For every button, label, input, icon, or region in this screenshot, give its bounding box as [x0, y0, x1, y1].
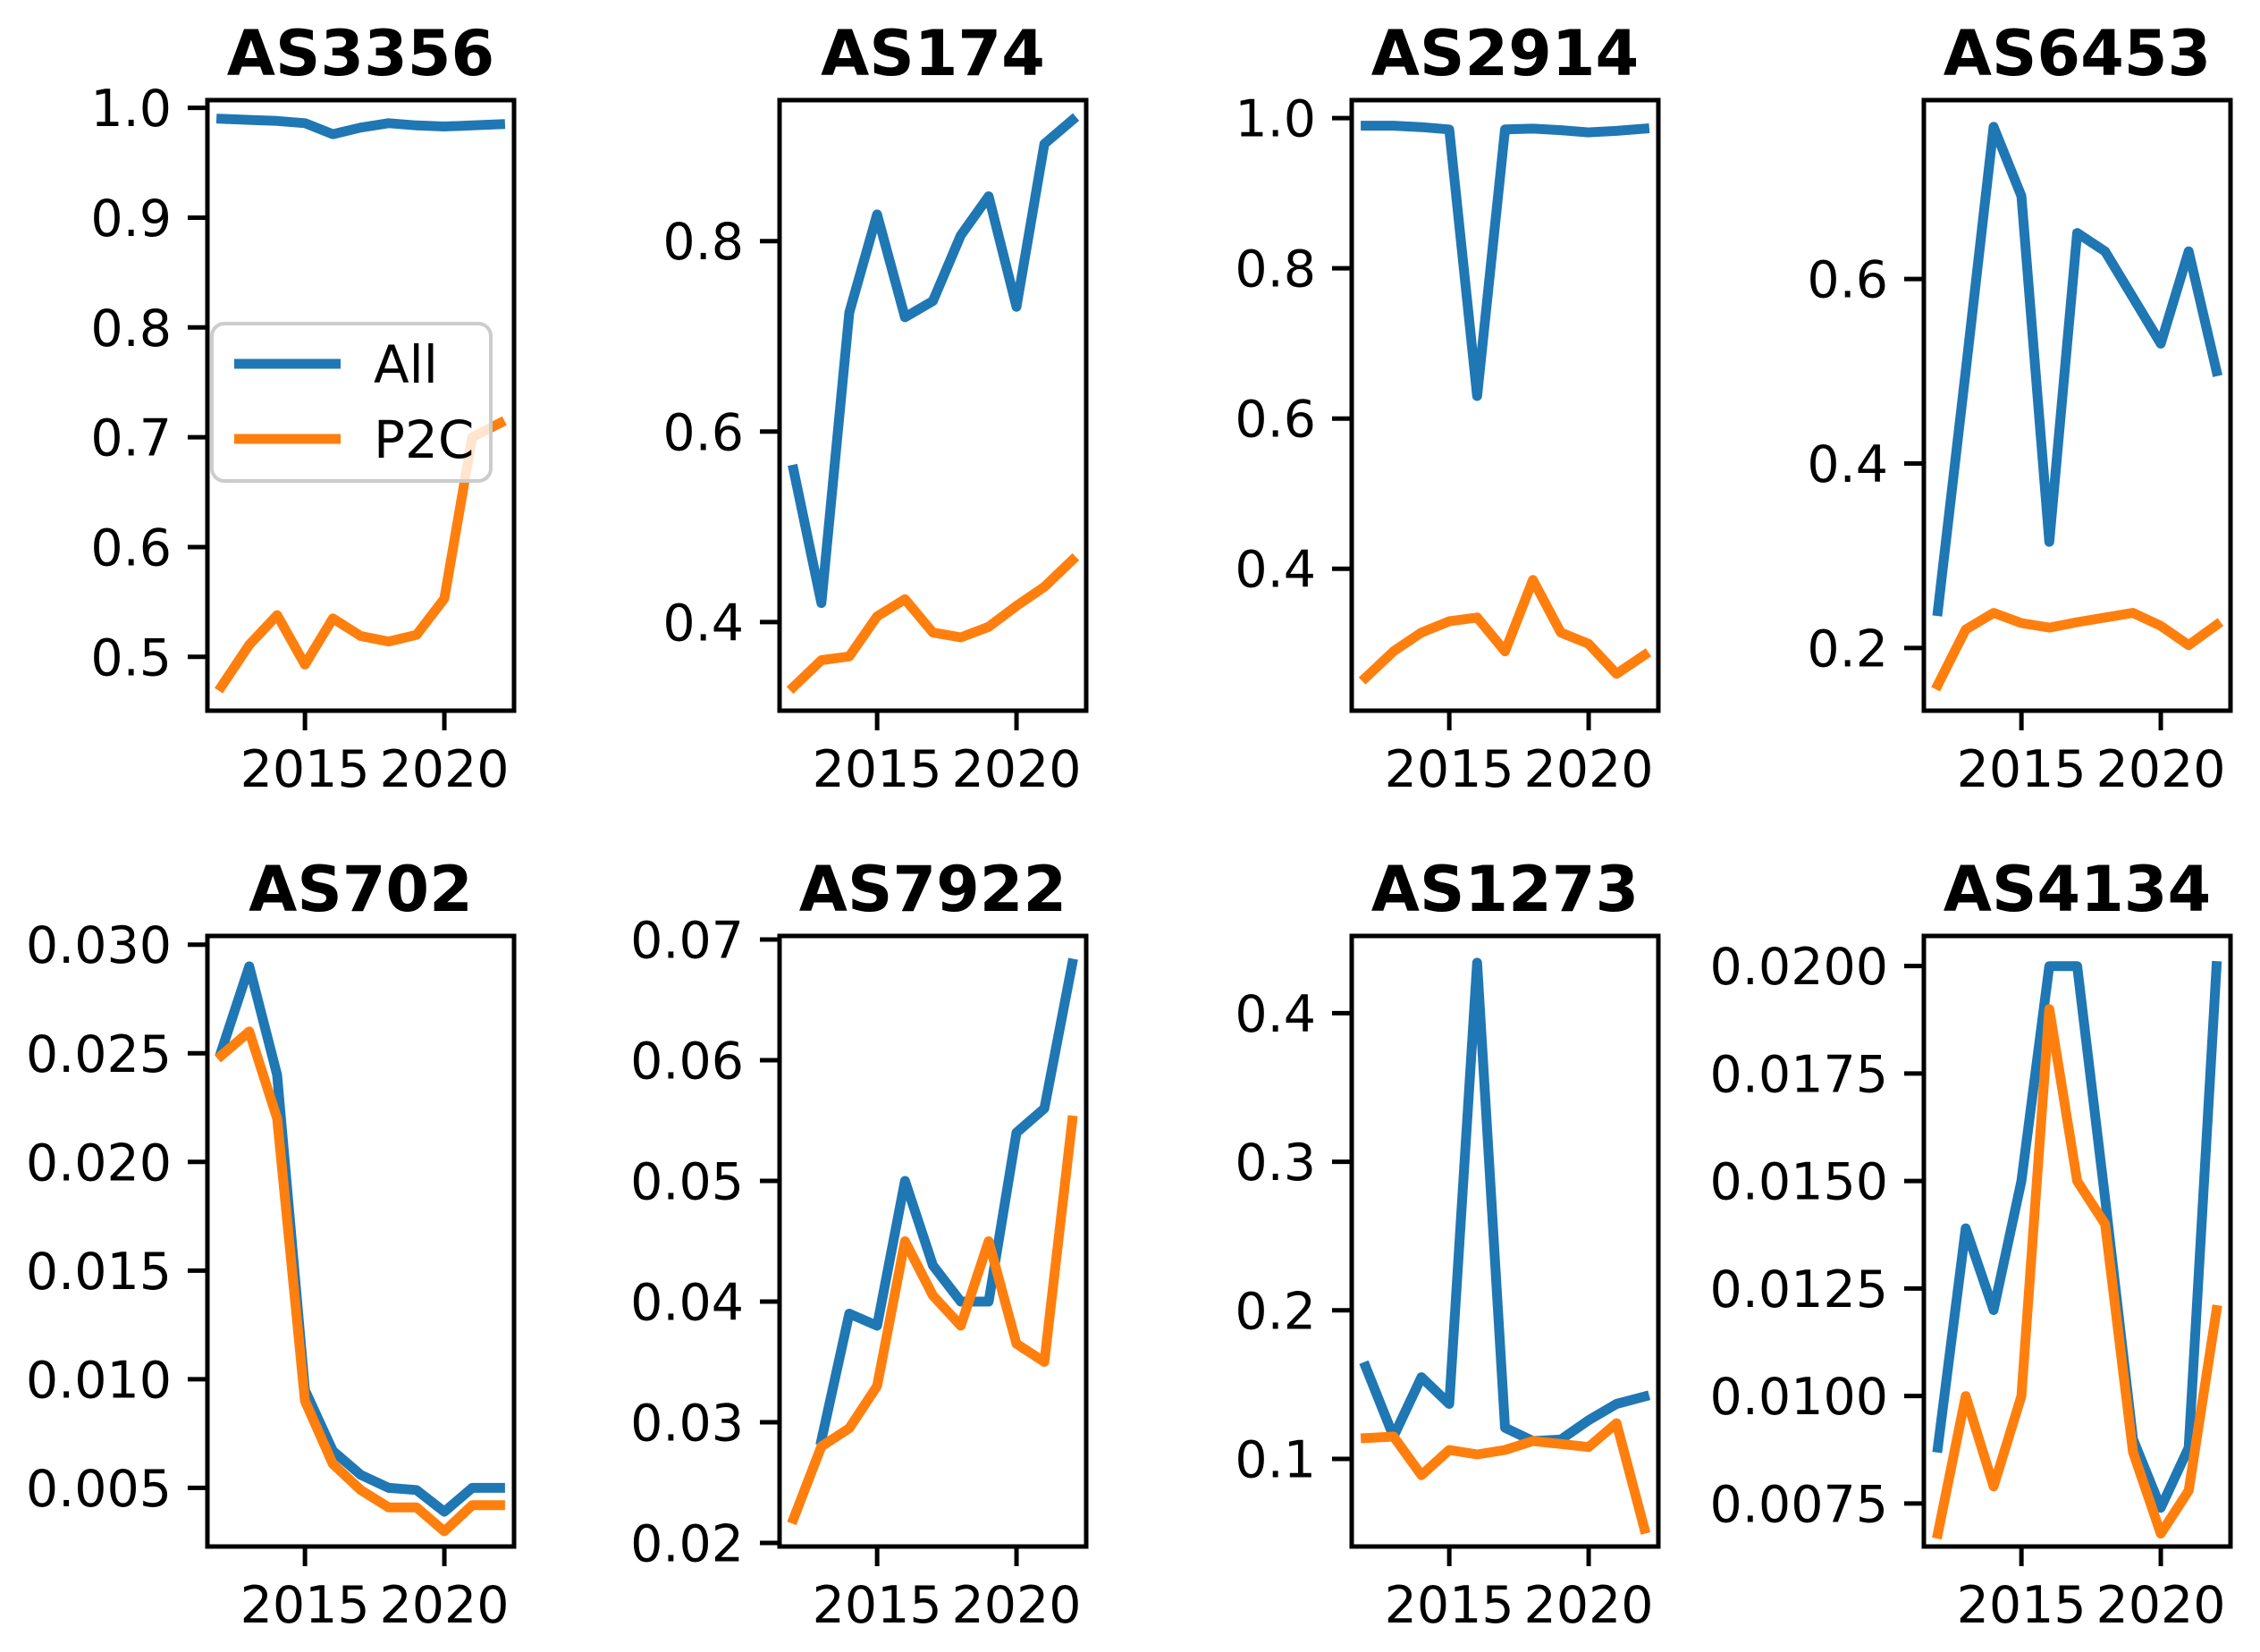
y-tick-label: 0.05: [630, 1153, 744, 1212]
y-tick-label: 0.005: [26, 1460, 172, 1519]
plot-title-as4134: AS4134: [1944, 853, 2211, 926]
y-tick-label: 0.025: [26, 1025, 172, 1084]
y-tick-label: 1.0: [1235, 90, 1316, 149]
line-all: [1361, 121, 1650, 401]
y-tick-label: 0.4: [662, 594, 744, 653]
plot-title-as702: AS702: [249, 853, 473, 926]
y-tick-label: 0.0075: [1710, 1475, 1888, 1534]
y-tick-label: 0.6: [1235, 391, 1316, 450]
y-tick-label: 1.0: [90, 80, 172, 139]
line-p2c: [1932, 1004, 2222, 1540]
subplot-as702: 0.030 0.025 0.020 0.015 0.010 0.005 2015 2020 AS…: [26, 853, 517, 1635]
y-tick-label: 0.06: [630, 1032, 744, 1092]
plot-title-as1273: AS1273: [1371, 853, 1639, 926]
line-all: [1932, 960, 2222, 1513]
y-tick-label: 0.8: [662, 213, 744, 272]
subplot-as6453: 0.6 0.4 0.2 2015 2020 AS6453: [1807, 17, 2233, 799]
axes-spines: [1921, 933, 2233, 1549]
y-tick-label: 0.8: [1235, 240, 1316, 299]
axes-spines: [1349, 97, 1661, 713]
axes-spines: [205, 97, 517, 713]
y-tick-label: 0.0150: [1710, 1153, 1888, 1212]
y-tick-label: 0.0200: [1710, 938, 1888, 997]
plot-title-as3356: AS3356: [227, 17, 494, 90]
y-tick-label: 0.010: [26, 1351, 172, 1410]
x-tick-label: 2020: [952, 1576, 1082, 1635]
line-p2c: [1931, 608, 2224, 692]
line-p2c: [214, 1026, 505, 1537]
x-tick-label: 2020: [2096, 1576, 2226, 1635]
line-all: [1359, 957, 1651, 1446]
line-all: [215, 114, 506, 139]
subplot-as7922: 0.07 0.06 0.05 0.04 0.03 0.02 2015 2020 AS7922: [630, 853, 1089, 1635]
x-tick-label: 2015: [1385, 740, 1514, 799]
axes-spines: [777, 97, 1089, 713]
plot-title-as174: AS174: [821, 17, 1045, 90]
y-tick-label: 0.0175: [1710, 1045, 1888, 1104]
x-tick-label: 2015: [813, 1576, 942, 1635]
line-p2c: [1360, 1418, 1651, 1535]
x-tick-label: 2020: [1524, 1576, 1654, 1635]
plot-title-as6453: AS6453: [1944, 17, 2211, 90]
y-tick-label: 0.0125: [1710, 1260, 1888, 1319]
y-tick-label: 0.020: [26, 1134, 172, 1193]
axes-spines: [1349, 933, 1661, 1549]
x-tick-label: 2015: [1385, 1576, 1514, 1635]
x-tick-label: 2015: [240, 1576, 370, 1635]
y-tick-label: 0.6: [90, 518, 172, 577]
subplot-as174: 0.8 0.6 0.4 2015 2020 AS174: [662, 17, 1089, 799]
y-tick-label: 0.7: [90, 409, 172, 468]
y-tick-label: 0.4: [1235, 985, 1316, 1044]
y-tick-label: 0.6: [1807, 251, 1888, 310]
y-tick-label: 0.04: [630, 1274, 744, 1333]
y-tick-label: 0.2: [1235, 1282, 1316, 1341]
axes-spines: [1921, 97, 2233, 713]
x-tick-label: 2020: [2096, 740, 2226, 799]
y-tick-label: 0.02: [630, 1514, 744, 1573]
x-tick-label: 2015: [1957, 740, 2087, 799]
line-p2c: [1358, 575, 1652, 685]
y-tick-label: 0.07: [630, 912, 744, 971]
subplot-as3356: All P2C 1.0 0.9 0.8 0.7 0.6 0.5 2015 2020 AS3356: [90, 17, 517, 799]
y-tick-label: 0.0100: [1710, 1368, 1888, 1427]
subplot-as2914: 1.0 0.8 0.6 0.4 2015 2020 AS2914: [1235, 17, 1661, 799]
y-tick-label: 0.8: [90, 299, 172, 358]
line-p2c: [214, 416, 507, 694]
line-all: [215, 961, 505, 1517]
line-p2c: [786, 552, 1080, 695]
axes-spines: [205, 933, 517, 1549]
x-tick-label: 2015: [240, 740, 370, 799]
legend-label-p2c: P2C: [374, 409, 474, 470]
legend: All P2C: [210, 322, 493, 483]
subplot-as4134: 0.0200 0.0175 0.0150 0.0125 0.0100 0.0075 2015…: [1710, 853, 2233, 1635]
x-tick-label: 2020: [1524, 740, 1654, 799]
axes-spines: [777, 933, 1089, 1549]
y-tick-label: 0.030: [26, 916, 172, 975]
y-tick-label: 0.1: [1235, 1430, 1316, 1489]
x-tick-label: 2015: [1957, 1576, 2087, 1635]
line-all: [788, 113, 1080, 609]
y-tick-label: 0.4: [1235, 541, 1316, 600]
line-all: [1932, 122, 2223, 617]
legend-label-all: All: [374, 334, 438, 395]
y-tick-label: 0.015: [26, 1243, 172, 1302]
x-tick-label: 2020: [380, 1576, 510, 1635]
y-tick-label: 0.03: [630, 1394, 744, 1453]
x-tick-label: 2020: [952, 740, 1082, 799]
y-tick-label: 0.4: [1807, 435, 1888, 494]
line-p2c: [787, 1115, 1078, 1526]
y-tick-label: 0.3: [1235, 1134, 1316, 1193]
y-tick-label: 0.9: [90, 190, 172, 249]
plot-title-as7922: AS7922: [799, 853, 1067, 926]
y-tick-label: 0.6: [662, 403, 744, 462]
plot-title-as2914: AS2914: [1371, 17, 1639, 90]
x-tick-label: 2015: [813, 740, 942, 799]
x-tick-label: 2020: [380, 740, 510, 799]
subplot-as1273: 0.4 0.3 0.2 0.1 2015 2020 AS1273: [1235, 853, 1661, 1635]
line-all: [815, 957, 1078, 1446]
y-tick-label: 0.5: [90, 628, 172, 687]
y-tick-label: 0.2: [1807, 620, 1888, 678]
